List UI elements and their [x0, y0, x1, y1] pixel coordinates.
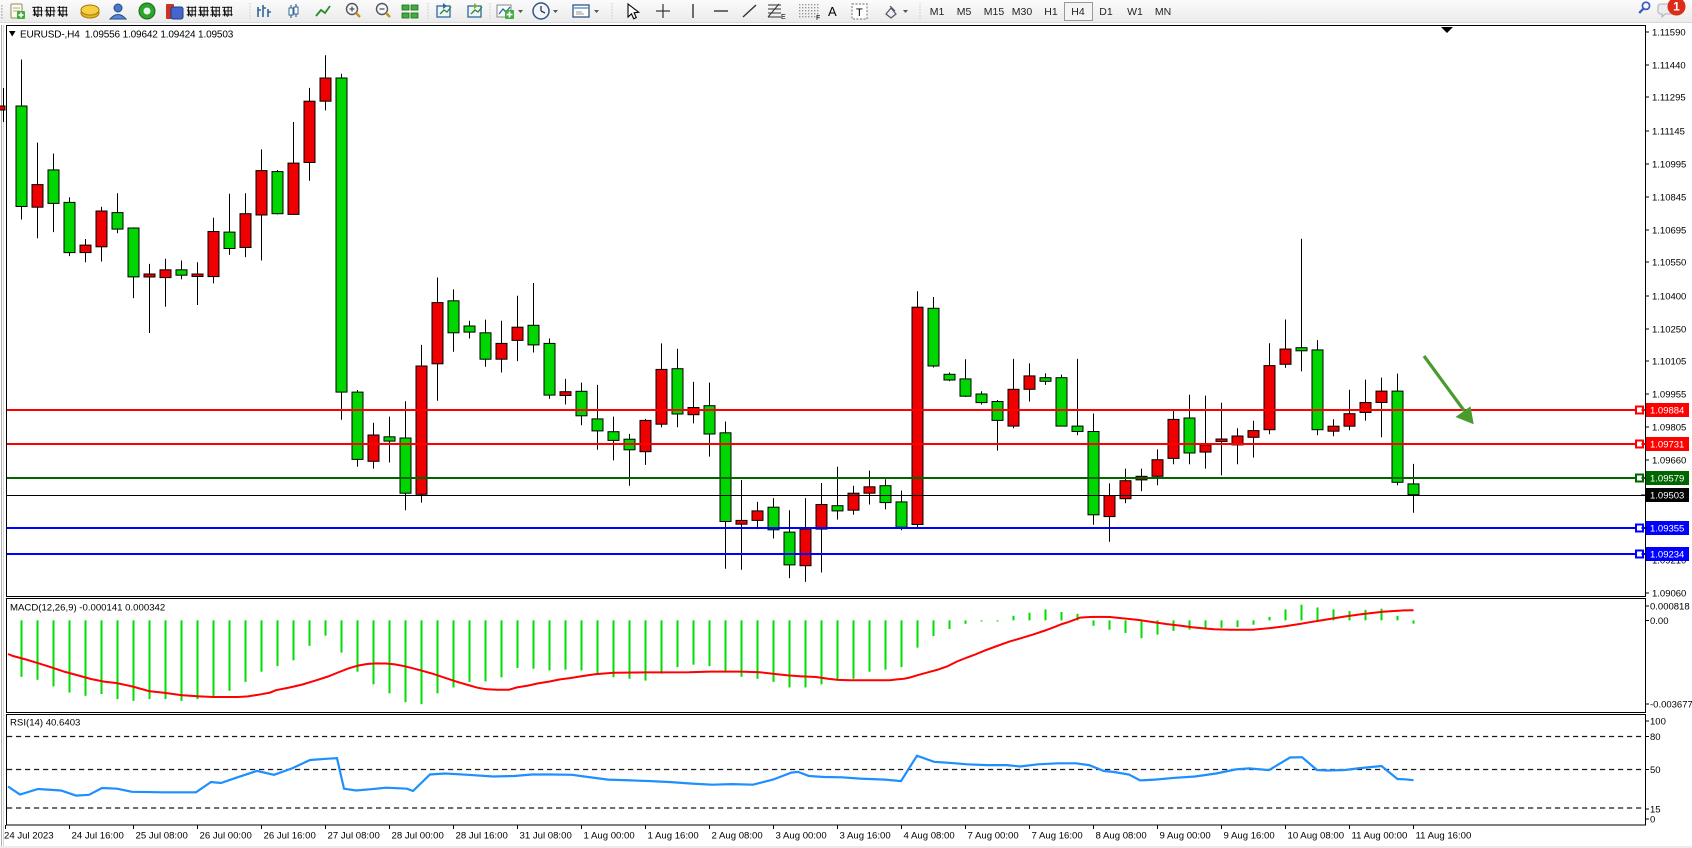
svg-text:1.09503: 1.09503: [1650, 491, 1684, 502]
svg-text:A: A: [828, 4, 837, 19]
svg-text:28 Jul 00:00: 28 Jul 00:00: [392, 831, 444, 842]
svg-text:0.00: 0.00: [1650, 616, 1669, 627]
svg-text:1.09955: 1.09955: [1652, 390, 1686, 401]
svg-text:1.09884: 1.09884: [1650, 406, 1684, 417]
svg-text:26 Jul 16:00: 26 Jul 16:00: [264, 831, 316, 842]
svg-text:100: 100: [1650, 717, 1666, 728]
svg-text:0.000818: 0.000818: [1650, 602, 1690, 613]
svg-text:27 Jul 08:00: 27 Jul 08:00: [328, 831, 380, 842]
svg-text:9 Aug 16:00: 9 Aug 16:00: [1224, 831, 1275, 842]
svg-text:1.09805: 1.09805: [1652, 423, 1686, 434]
svg-text:25 Jul 08:00: 25 Jul 08:00: [136, 831, 188, 842]
svg-text:EURUSD-,H4 1.09556 1.09642 1.: EURUSD-,H4 1.09556 1.09642 1.09424 1.095…: [20, 30, 234, 41]
svg-text:W1: W1: [1127, 6, 1143, 18]
svg-text:28 Jul 16:00: 28 Jul 16:00: [456, 831, 508, 842]
svg-text:T: T: [856, 7, 863, 19]
svg-text:1.11295: 1.11295: [1652, 93, 1686, 104]
svg-text:7 Aug 16:00: 7 Aug 16:00: [1032, 831, 1083, 842]
svg-text:1.10105: 1.10105: [1652, 357, 1686, 368]
svg-text:RSI(14) 40.6403: RSI(14) 40.6403: [10, 718, 80, 729]
svg-text:1.10400: 1.10400: [1652, 292, 1686, 303]
svg-text:50: 50: [1650, 765, 1661, 776]
svg-text:1.11145: 1.11145: [1652, 127, 1685, 138]
svg-text:1.09060: 1.09060: [1652, 589, 1686, 600]
svg-text:1.10250: 1.10250: [1652, 325, 1686, 336]
svg-text:E: E: [781, 14, 786, 21]
svg-text:1.09579: 1.09579: [1650, 474, 1684, 485]
svg-text:26 Jul 00:00: 26 Jul 00:00: [200, 831, 252, 842]
svg-text:M1: M1: [930, 6, 945, 18]
svg-text:D1: D1: [1099, 6, 1113, 18]
svg-text:-0.003677: -0.003677: [1650, 700, 1692, 711]
svg-text:8 Aug 08:00: 8 Aug 08:00: [1096, 831, 1147, 842]
svg-text:24 Jul 16:00: 24 Jul 16:00: [72, 831, 124, 842]
svg-text:3 Aug 00:00: 3 Aug 00:00: [776, 831, 827, 842]
svg-text:11 Aug 16:00: 11 Aug 16:00: [1416, 831, 1472, 842]
svg-text:1.10995: 1.10995: [1652, 160, 1686, 171]
svg-text:1.09355: 1.09355: [1650, 524, 1684, 535]
svg-text:7 Aug 00:00: 7 Aug 00:00: [968, 831, 1019, 842]
svg-text:31 Jul 08:00: 31 Jul 08:00: [520, 831, 572, 842]
svg-text:1 Aug 16:00: 1 Aug 16:00: [648, 831, 699, 842]
svg-text:9 Aug 00:00: 9 Aug 00:00: [1160, 831, 1211, 842]
svg-text:F: F: [816, 15, 820, 22]
svg-text:H1: H1: [1044, 6, 1058, 18]
svg-text:1.10695: 1.10695: [1652, 226, 1686, 237]
svg-text:1.10845: 1.10845: [1652, 193, 1686, 204]
svg-text:80: 80: [1650, 732, 1661, 743]
svg-text:10 Aug 08:00: 10 Aug 08:00: [1288, 831, 1345, 842]
svg-text:24 Jul 2023: 24 Jul 2023: [4, 831, 54, 842]
svg-text:MACD(12,26,9) -0.000141 0.0003: MACD(12,26,9) -0.000141 0.000342: [10, 603, 165, 614]
svg-text:1 Aug 00:00: 1 Aug 00:00: [584, 831, 635, 842]
svg-text:H4: H4: [1071, 6, 1085, 18]
svg-text:4 Aug 08:00: 4 Aug 08:00: [904, 831, 955, 842]
svg-text:1.11440: 1.11440: [1652, 61, 1686, 72]
svg-text:11 Aug 00:00: 11 Aug 00:00: [1352, 831, 1408, 842]
svg-text:1.10550: 1.10550: [1652, 258, 1686, 269]
svg-text:1.09234: 1.09234: [1650, 550, 1684, 561]
svg-text:0: 0: [1650, 815, 1655, 826]
svg-text:3 Aug 16:00: 3 Aug 16:00: [840, 831, 891, 842]
svg-text:M15: M15: [984, 6, 1005, 18]
svg-text:1.11590: 1.11590: [1652, 28, 1686, 39]
svg-text:1.09731: 1.09731: [1650, 440, 1684, 451]
svg-text:MN: MN: [1155, 6, 1171, 18]
svg-text:M5: M5: [957, 6, 972, 18]
svg-text:2 Aug 08:00: 2 Aug 08:00: [712, 831, 763, 842]
svg-text:1: 1: [1673, 0, 1680, 14]
svg-text:15: 15: [1650, 805, 1661, 816]
svg-text:1.09660: 1.09660: [1652, 456, 1686, 467]
svg-text:M30: M30: [1012, 6, 1033, 18]
